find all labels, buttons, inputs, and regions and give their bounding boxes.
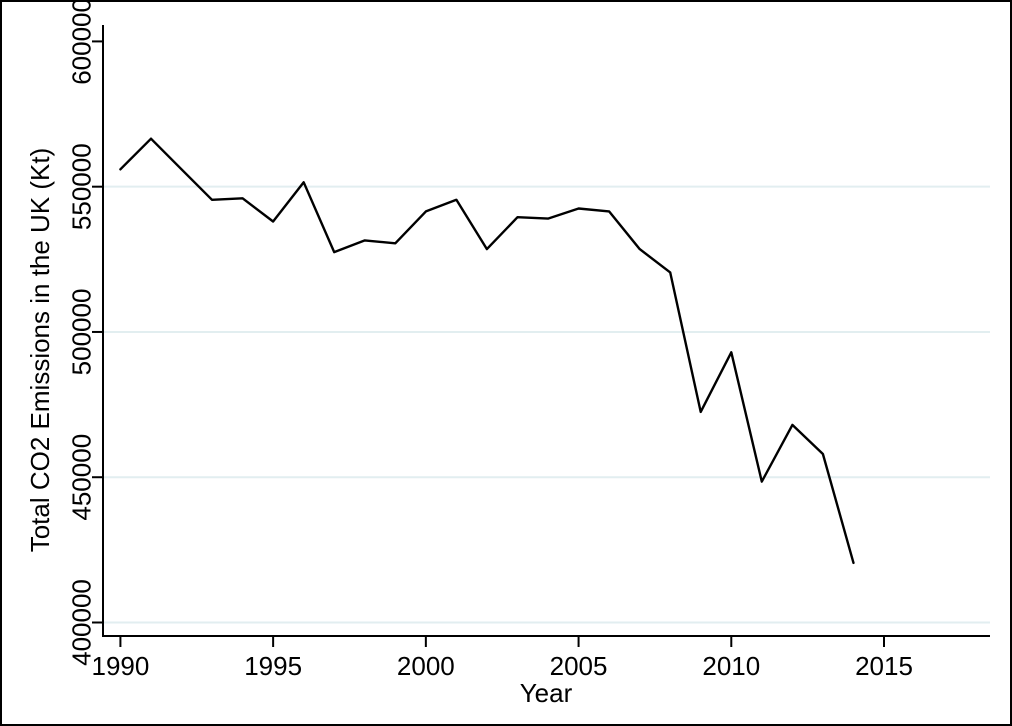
- y-tick-label: 400000: [67, 579, 97, 666]
- y-axis-title: Total CO2 Emissions in the UK (Kt): [25, 147, 55, 553]
- y-tick-label: 500000: [67, 289, 97, 376]
- y-tick-label: 550000: [67, 143, 97, 230]
- x-tick-label: 2000: [397, 651, 455, 681]
- x-tick-label: 1990: [91, 651, 149, 681]
- x-tick-label: 2005: [550, 651, 608, 681]
- co2-emissions-line: [119, 137, 855, 565]
- x-tick-label: 2015: [855, 651, 913, 681]
- x-tick-label: 1995: [244, 651, 302, 681]
- y-tick-label: 600000: [67, 0, 97, 85]
- x-tick-label: 2010: [702, 651, 760, 681]
- y-tick-label: 450000: [67, 434, 97, 521]
- x-axis-title: Year: [519, 678, 573, 708]
